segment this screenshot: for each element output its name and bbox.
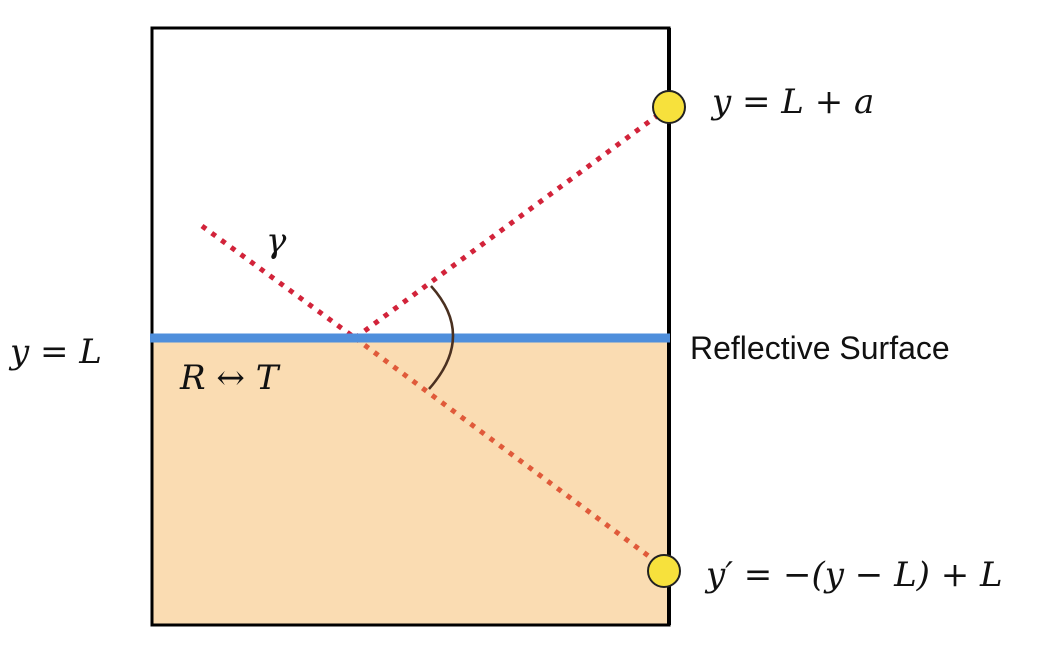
image-point [647, 554, 681, 588]
reflected-ray [353, 104, 671, 341]
incident-ray [200, 223, 357, 341]
label-surface-name: Reflective Surface [690, 330, 950, 366]
lower-region [152, 338, 669, 625]
source-point [652, 90, 686, 124]
transmitted-ray [353, 335, 664, 569]
label-top-point: y = L + a [710, 82, 874, 122]
label-ray-angle: γ [266, 221, 287, 261]
label-image-point: y′ = −(y − L) + L [704, 555, 1003, 595]
label-surface-level: y = L [8, 332, 102, 372]
label-region-swap: R ↔ T [179, 358, 281, 398]
angle-arc [428, 285, 455, 390]
